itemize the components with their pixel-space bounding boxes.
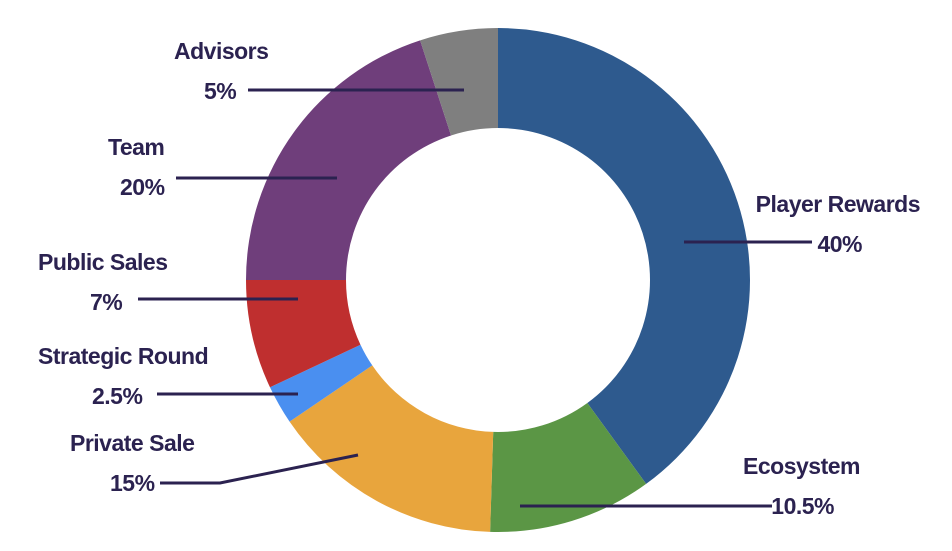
slice-public-sales [246,280,361,388]
leader-lines [138,88,812,508]
slice-player-rewards [498,28,750,484]
slice-label-player-rewards: Player Rewards [756,191,920,217]
slice-value-public-sales: 7% [90,289,122,315]
donut-slices [246,28,750,532]
slice-advisors [420,28,498,136]
slice-value-advisors: 5% [204,78,236,104]
slice-label-private-sale: Private Sale [70,430,194,456]
slice-label-team: Team [108,134,164,160]
slice-value-ecosystem: 10.5% [771,493,834,519]
slice-value-team: 20% [120,174,165,200]
slice-team [246,40,452,281]
slice-value-private-sale: 15% [110,470,155,496]
slice-private-sale [289,365,494,532]
slice-labels: Player Rewards 40% Ecosystem 10.5% Private S… [38,38,921,519]
leader-line-private-sale [160,453,359,485]
slice-label-ecosystem: Ecosystem [743,453,860,479]
slice-label-advisors: Advisors [174,38,268,64]
slice-label-public-sales: Public Sales [38,249,168,275]
slice-strategic-round [269,344,373,422]
slice-value-strategic-round: 2.5% [92,383,142,409]
slice-label-strategic-round: Strategic Round [38,343,208,369]
slice-value-player-rewards: 40% [817,231,862,257]
slice-ecosystem [490,402,647,532]
